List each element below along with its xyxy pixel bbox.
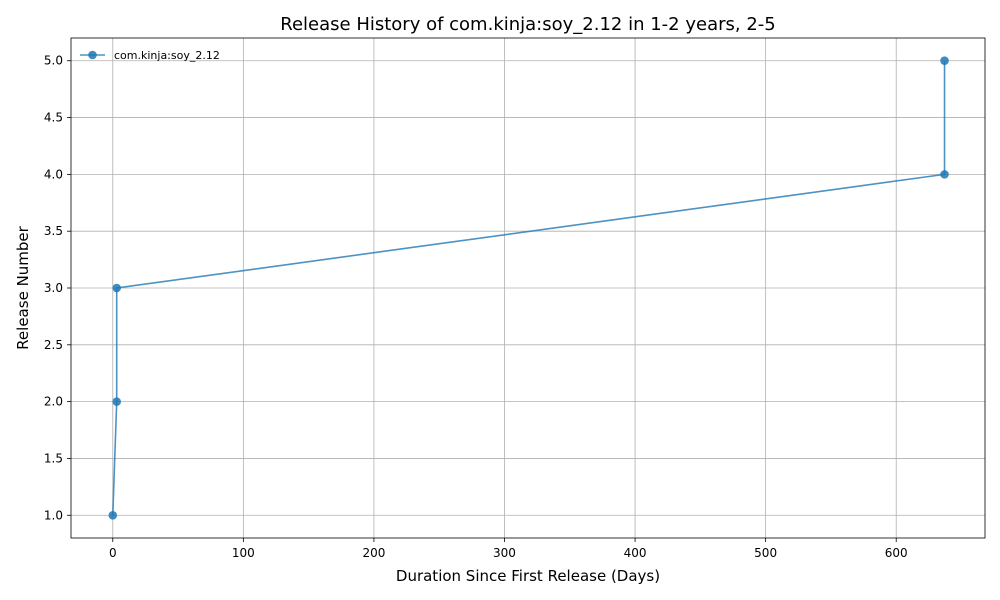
data-point — [940, 56, 949, 66]
x-tick-label: 500 — [754, 546, 777, 560]
legend-label: com.kinja:soy_2.12 — [114, 49, 220, 62]
x-axis-ticks: 0 100 200 300 400 500 600 — [109, 538, 908, 560]
data-point — [112, 397, 121, 406]
y-axis-label: Release Number — [14, 225, 32, 349]
y-tick-label: 5.0 — [44, 54, 63, 68]
x-tick-label: 100 — [232, 546, 255, 560]
x-tick-label: 300 — [493, 546, 516, 560]
y-tick-label: 3.5 — [44, 224, 63, 238]
x-tick-label: 600 — [885, 546, 908, 560]
y-tick-label: 4.5 — [44, 111, 63, 125]
y-tick-label: 1.0 — [44, 508, 63, 522]
y-tick-label: 2.5 — [44, 338, 63, 352]
series-layer — [108, 56, 949, 520]
legend: com.kinja:soy_2.12 — [80, 49, 220, 62]
data-point — [112, 283, 121, 293]
y-tick-label: 2.0 — [44, 395, 63, 409]
x-axis-label: Duration Since First Release (Days) — [396, 567, 660, 585]
x-tick-label: 200 — [362, 546, 385, 560]
y-axis-ticks: 1.0 1.5 2.0 2.5 3.0 3.5 4.0 4.5 5.0 — [44, 54, 71, 522]
y-tick-label: 1.5 — [44, 451, 63, 465]
data-point — [108, 510, 118, 520]
x-tick-label: 400 — [624, 546, 647, 560]
x-tick-label: 0 — [109, 546, 117, 560]
legend-marker — [88, 50, 97, 60]
y-tick-label: 4.0 — [44, 167, 63, 181]
chart-title: Release History of com.kinja:soy_2.12 in… — [280, 14, 775, 35]
data-point — [940, 170, 949, 179]
y-tick-label: 3.0 — [44, 281, 63, 295]
